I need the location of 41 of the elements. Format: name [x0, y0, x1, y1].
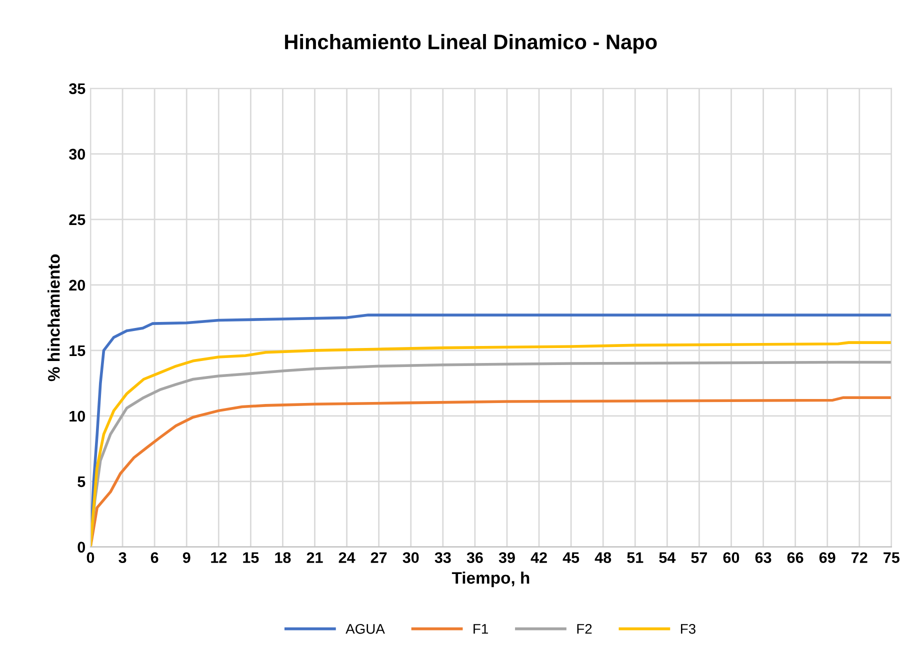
x-tick-label: 24 [338, 552, 356, 563]
x-tick-label: 0 [86, 552, 94, 564]
x-tick-label: 6 [150, 552, 158, 564]
legend-label: F3 [680, 624, 696, 634]
x-tick-label: 30 [402, 552, 419, 564]
y-tick-label: 35 [69, 83, 86, 94]
y-tick-label: 10 [70, 410, 86, 422]
y-axis-title: % hinchamiento [48, 254, 60, 382]
x-tick-label: 63 [755, 552, 772, 564]
x-tick-label: 75 [884, 552, 900, 564]
x-tick-label: 66 [787, 552, 804, 564]
x-tick-label: 51 [627, 552, 644, 564]
x-tick-label: 45 [562, 552, 580, 564]
x-tick-label: 18 [275, 552, 291, 564]
x-tick-label: 48 [594, 552, 612, 564]
x-tick-label: 33 [434, 552, 451, 564]
y-tick-label: 30 [69, 148, 86, 160]
x-tick-label: 69 [819, 552, 836, 564]
chart-title: Hinchamiento Lineal Dinamico - Napo [285, 34, 657, 54]
legend-label: F1 [474, 624, 488, 634]
y-tick-label: 25 [69, 214, 86, 226]
x-tick-label: 27 [370, 552, 387, 563]
y-tick-label: 15 [70, 345, 86, 356]
y-tick-label: 0 [78, 542, 86, 553]
x-tick-label: 15 [243, 552, 259, 564]
legend-label: F2 [577, 624, 592, 634]
x-tick-label: 36 [466, 552, 483, 564]
x-tick-label: 42 [530, 552, 547, 563]
x-tick-label: 57 [691, 552, 708, 564]
x-tick-label: 54 [659, 552, 676, 564]
x-tick-label: 21 [306, 552, 323, 563]
y-tick-label: 5 [78, 476, 86, 488]
x-tick-label: 72 [852, 552, 868, 563]
x-tick-label: 9 [182, 552, 190, 564]
legend-label: AGUA [346, 624, 385, 634]
x-tick-label: 60 [723, 552, 740, 564]
x-tick-label: 12 [211, 552, 227, 563]
y-tick-label: 20 [69, 280, 86, 291]
x-tick-label: 39 [498, 552, 515, 564]
x-axis-title: Tiempo, h [452, 572, 530, 588]
x-tick-label: 3 [118, 552, 126, 564]
